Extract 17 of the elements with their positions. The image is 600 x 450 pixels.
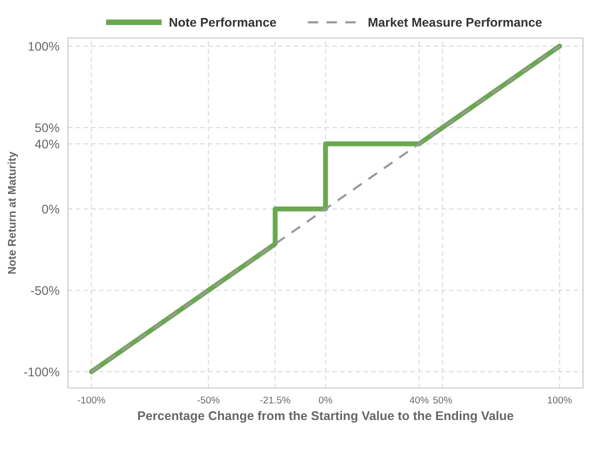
x-tick-label: 50%	[433, 396, 452, 404]
legend-label: Market Measure Performance	[368, 18, 542, 27]
x-tick-label: 40%	[410, 396, 429, 404]
x-tick-label: -50%	[198, 396, 220, 404]
y-tick-label: -50%	[31, 286, 60, 295]
x-tick-label: -100%	[78, 396, 106, 404]
y-tick-label: 40%	[34, 140, 60, 148]
y-tick-label: -100%	[24, 368, 60, 376]
y-tick-label: 100%	[28, 42, 60, 51]
x-tick-label: 0%	[318, 396, 332, 404]
y-axis-title: Note Return at Maturity	[8, 152, 18, 274]
legend-label: Note Performance	[170, 18, 276, 27]
x-tick-label: -21.5%	[260, 396, 290, 404]
x-tick-label: 100%	[548, 396, 572, 404]
x-axis-title: Percentage Change from the Starting Value to the Ending Value	[138, 410, 514, 423]
y-tick-label: 0%	[42, 204, 60, 214]
y-tick-label: 50%	[35, 123, 60, 132]
